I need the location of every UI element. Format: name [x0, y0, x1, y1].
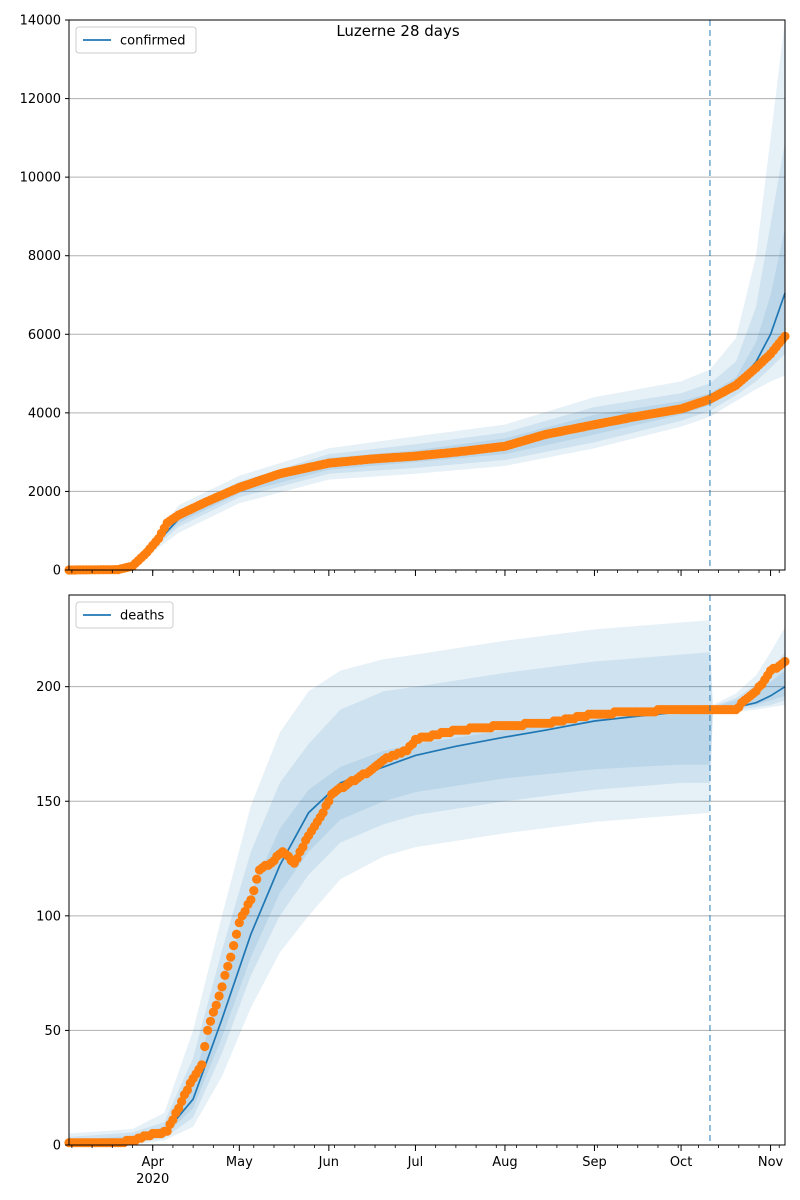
observed-point [234, 918, 244, 928]
x-tick-label: Sep [582, 1155, 607, 1170]
x-tick-label: Jun [318, 1155, 339, 1170]
legend-box [75, 26, 197, 54]
observed-point [217, 982, 227, 992]
observed-point [298, 842, 308, 852]
observed-point [197, 1060, 207, 1070]
y-tick-label: 10000 [20, 171, 61, 186]
y-tick-label: 6000 [28, 328, 61, 343]
observed-point [182, 1085, 192, 1095]
axes-frame [68, 594, 786, 1146]
y-tick-label: 14000 [20, 14, 61, 29]
uncertainty-band-1 [69, 20, 785, 570]
uncertainty-band-2 [69, 652, 785, 1145]
observed-point [203, 1025, 213, 1035]
observed-point [162, 1126, 172, 1136]
observed-point [208, 1007, 218, 1017]
observed-point [231, 929, 242, 939]
observed-point [214, 991, 224, 1001]
deaths-panel: 0 50 100 150 200 Apr May Jun Jul Aug Sep Oct Nov 2020… [36, 594, 790, 1187]
observed-point [211, 1000, 221, 1010]
y-tick-label: 0 [53, 1139, 61, 1154]
legend: confirmed [75, 26, 197, 54]
y-tick-label: 100 [36, 909, 61, 924]
uncertainty-band-3 [69, 670, 785, 1144]
observed-point [240, 906, 250, 916]
axes-frame [68, 19, 786, 571]
y-tick-label: 150 [36, 795, 61, 810]
x-tick-label: Jul [407, 1155, 424, 1170]
observed-point [168, 1115, 178, 1125]
y-tick-label: 50 [44, 1024, 61, 1039]
observed-point [223, 961, 233, 971]
legend: deaths [75, 601, 174, 629]
observed-point [318, 808, 328, 818]
y-tick-label: 12000 [20, 92, 61, 107]
observed-point [220, 970, 230, 981]
observed-point [226, 952, 236, 962]
legend-label: confirmed [120, 34, 186, 49]
x-tick-label: Oct [670, 1155, 692, 1170]
x-year-label: 2020 [136, 1172, 169, 1187]
y-tick-label: 8000 [28, 249, 61, 264]
observed-point [177, 1096, 187, 1107]
y-tick-label: 2000 [28, 485, 61, 500]
y-tick-label: 200 [36, 680, 61, 695]
observed-point [246, 895, 256, 905]
observed-point [249, 886, 259, 896]
x-tick-label: Nov [758, 1155, 784, 1170]
y-tick-label: 4000 [28, 406, 61, 421]
x-tick-label: Aug [492, 1155, 517, 1170]
observed-point [324, 796, 334, 806]
y-tick-label: 0 [53, 564, 61, 579]
x-tick-label: Apr [141, 1155, 164, 1170]
legend-label: deaths [120, 609, 165, 624]
observed-point [252, 874, 262, 884]
observed-points [64, 331, 790, 575]
uncertainty-band-1 [69, 620, 785, 1145]
confirmed-panel: 0 2000 4000 6000 8000 10000 12000 14000 confirme… [20, 14, 790, 579]
x-tick-label: May [226, 1155, 253, 1170]
legend-box [75, 601, 174, 629]
observed-point [200, 1041, 210, 1052]
observed-point [205, 1016, 216, 1026]
observed-point [229, 941, 239, 951]
figure-title: Luzerne 28 days [336, 22, 460, 40]
